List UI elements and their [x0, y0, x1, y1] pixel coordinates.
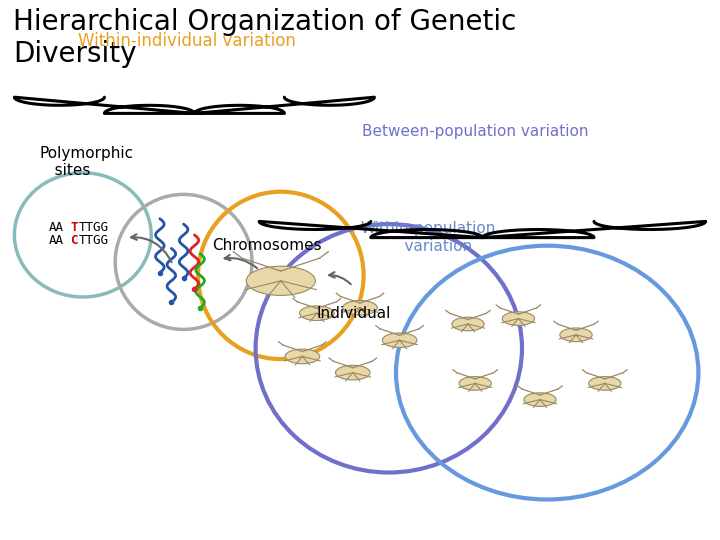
Ellipse shape — [459, 376, 491, 390]
Text: Within-individual variation: Within-individual variation — [78, 32, 296, 50]
Text: Chromosomes: Chromosomes — [212, 238, 322, 253]
Text: AA: AA — [49, 221, 64, 234]
Text: Between-population variation: Between-population variation — [362, 124, 588, 139]
Ellipse shape — [589, 376, 621, 390]
Ellipse shape — [503, 312, 534, 326]
Ellipse shape — [285, 349, 320, 364]
Text: C: C — [71, 234, 78, 247]
Text: Hierarchical Organization of Genetic
Diversity: Hierarchical Organization of Genetic Div… — [13, 8, 516, 69]
Text: T: T — [71, 221, 78, 234]
Text: TTGG: TTGG — [79, 221, 109, 234]
Ellipse shape — [382, 333, 417, 348]
Ellipse shape — [524, 393, 556, 407]
Ellipse shape — [300, 306, 334, 321]
Text: Polymorphic
   sites: Polymorphic sites — [40, 146, 134, 178]
Text: AA: AA — [49, 234, 64, 247]
Text: Within-population
    variation: Within-population variation — [361, 221, 496, 254]
Ellipse shape — [336, 365, 370, 380]
Ellipse shape — [246, 266, 315, 295]
Ellipse shape — [343, 300, 377, 315]
Ellipse shape — [452, 317, 484, 331]
Text: TTGG: TTGG — [79, 234, 109, 247]
Ellipse shape — [560, 328, 592, 342]
Text: Individual: Individual — [317, 306, 391, 321]
